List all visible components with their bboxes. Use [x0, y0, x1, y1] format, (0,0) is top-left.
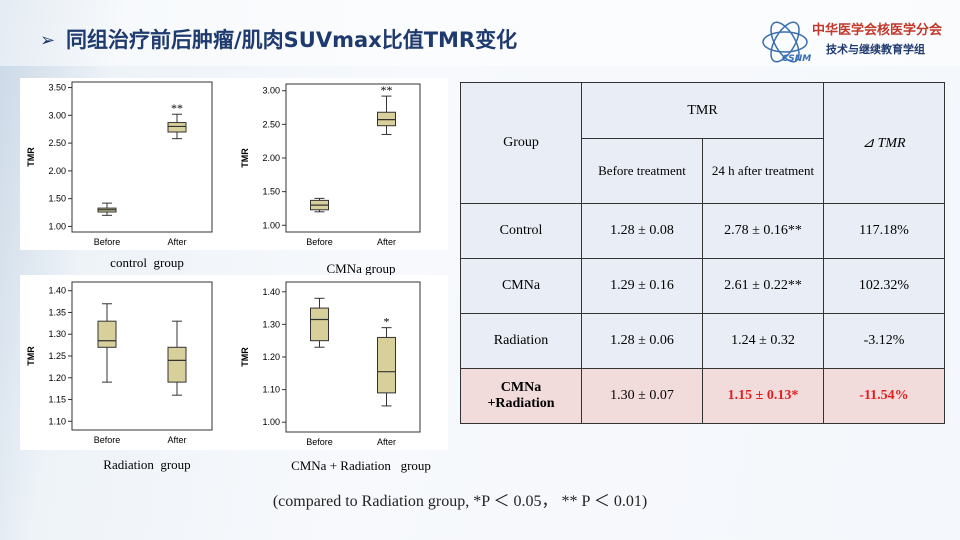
- x-tick-label: Before: [94, 237, 121, 247]
- table-cell: 1.28 ± 0.08: [581, 203, 703, 259]
- logo-line2: 技术与继续教育学组: [826, 42, 925, 56]
- y-tick-label: 1.50: [262, 187, 280, 197]
- y-tick-label: 1.10: [262, 385, 280, 395]
- table-cell: 2.61 ± 0.22**: [702, 258, 824, 314]
- chart-caption: CMNa group: [327, 261, 396, 276]
- chart-panel: [250, 78, 448, 250]
- y-tick-label: 1.00: [262, 417, 280, 427]
- significance-mark: **: [381, 83, 393, 97]
- significance-mark: *: [384, 315, 390, 329]
- table-cell: -11.54%: [823, 368, 945, 424]
- footnote: (compared to Radiation group, *P ＜ 0.05，…: [273, 493, 647, 510]
- bullet: ➢: [40, 30, 55, 50]
- chart: 1.10 1.15 1.20 1.25 1.30 1.35 1.40 TMR Before Aft…: [20, 275, 250, 472]
- result-table: Group TMR ⊿ TMR Before treatment 24 h after…: [460, 82, 945, 424]
- table-cell: Radiation: [460, 313, 582, 369]
- y-tick-label: 1.40: [262, 287, 280, 297]
- y-tick-label: 1.20: [262, 352, 280, 362]
- x-tick-label: After: [377, 237, 396, 247]
- y-tick-label: 1.50: [48, 194, 66, 204]
- chart-caption: CMNa + Radiation group: [291, 458, 431, 473]
- table-row: Control 1.28 ± 0.08 2.78 ± 0.16** 117.18%: [460, 203, 945, 259]
- box: [97, 320, 117, 348]
- box: [310, 307, 329, 342]
- x-tick-label: After: [377, 437, 396, 447]
- logo-line1: 中华医学会核医学分会: [812, 22, 943, 38]
- table-row: CMNa 1.29 ± 0.16 2.61 ± 0.22** 102.32%: [460, 258, 945, 314]
- slide-title: 同组治疗前后肿瘤/肌肉SUVmax比值TMR变化: [66, 28, 517, 52]
- x-tick-label: Before: [94, 435, 121, 445]
- y-tick-label: 1.20: [48, 373, 66, 383]
- logo-mark: CSNM: [782, 54, 811, 64]
- box: [167, 346, 187, 383]
- table-cell: 1.15 ± 0.13*: [702, 368, 824, 424]
- chart: 1.00 1.50 2.00 2.50 3.00 3.50 TMR Before After **…: [20, 78, 250, 270]
- y-tick-label: 1.30: [262, 319, 280, 329]
- table-cell: 2.78 ± 0.16**: [702, 203, 824, 259]
- header-cell: Before treatment: [581, 138, 703, 204]
- table-cell: 1.29 ± 0.16: [581, 258, 703, 314]
- y-tick-label: 3.00: [48, 110, 66, 120]
- chart-caption: Radiation group: [103, 457, 190, 472]
- chart-panel: [250, 275, 448, 450]
- y-tick-label: 1.15: [48, 395, 66, 405]
- y-axis-label: TMR: [26, 346, 36, 366]
- table-cell: 1.24 ± 0.32: [702, 313, 824, 369]
- logo: CSNM 中华医学会核医学分会 技术与继续教育学组: [762, 21, 943, 64]
- table-cell: 117.18%: [823, 203, 945, 259]
- table-cell: CMNa +Radiation: [460, 368, 582, 424]
- table-cell: 102.32%: [823, 258, 945, 314]
- plot-frame: [71, 81, 213, 233]
- table-cell: Control: [460, 203, 582, 259]
- table-cell: 1.30 ± 0.07: [581, 368, 703, 424]
- y-tick-label: 1.00: [262, 220, 280, 230]
- y-tick-label: 3.00: [262, 86, 280, 96]
- table-row: Radiation 1.28 ± 0.06 1.24 ± 0.32 -3.12%: [460, 313, 945, 369]
- y-tick-label: 2.00: [262, 153, 280, 163]
- header-cell: 24 h after treatment: [702, 138, 824, 204]
- table-cell: -3.12%: [823, 313, 945, 369]
- y-tick-label: 1.10: [48, 416, 66, 426]
- y-tick-label: 1.35: [48, 307, 66, 317]
- header-cell: TMR: [581, 82, 824, 139]
- y-tick-label: 1.25: [48, 351, 66, 361]
- box: [377, 111, 396, 127]
- box: [377, 336, 396, 394]
- y-axis-label: TMR: [240, 347, 250, 367]
- y-axis-label: TMR: [240, 148, 250, 168]
- table-cell: 1.28 ± 0.06: [581, 313, 703, 369]
- box: [167, 122, 187, 133]
- x-tick-label: After: [167, 237, 186, 247]
- y-tick-label: 2.50: [48, 138, 66, 148]
- chart: 1.00 1.10 1.20 1.30 1.40 TMR Before After * CMNa …: [240, 275, 448, 473]
- x-tick-label: After: [167, 435, 186, 445]
- x-tick-label: Before: [306, 437, 333, 447]
- y-tick-label: 1.30: [48, 329, 66, 339]
- significance-mark: **: [171, 101, 183, 115]
- y-tick-label: 1.00: [48, 221, 66, 231]
- table-cell: CMNa: [460, 258, 582, 314]
- x-tick-label: Before: [306, 237, 333, 247]
- table-row: CMNa +Radiation 1.30 ± 0.07 1.15 ± 0.13* -1…: [460, 368, 945, 424]
- header-bar: [0, 0, 960, 66]
- header-cell: Group: [460, 82, 582, 204]
- header-cell: ⊿ TMR: [823, 82, 945, 204]
- y-tick-label: 2.50: [262, 119, 280, 129]
- chart: 1.00 1.50 2.00 2.50 3.00 TMR Before After ** CMNa…: [240, 78, 448, 276]
- y-tick-label: 2.00: [48, 166, 66, 176]
- y-tick-label: 1.40: [48, 286, 66, 296]
- chart-caption: control group: [110, 255, 184, 270]
- y-tick-label: 3.50: [48, 83, 66, 93]
- y-axis-label: TMR: [26, 147, 36, 167]
